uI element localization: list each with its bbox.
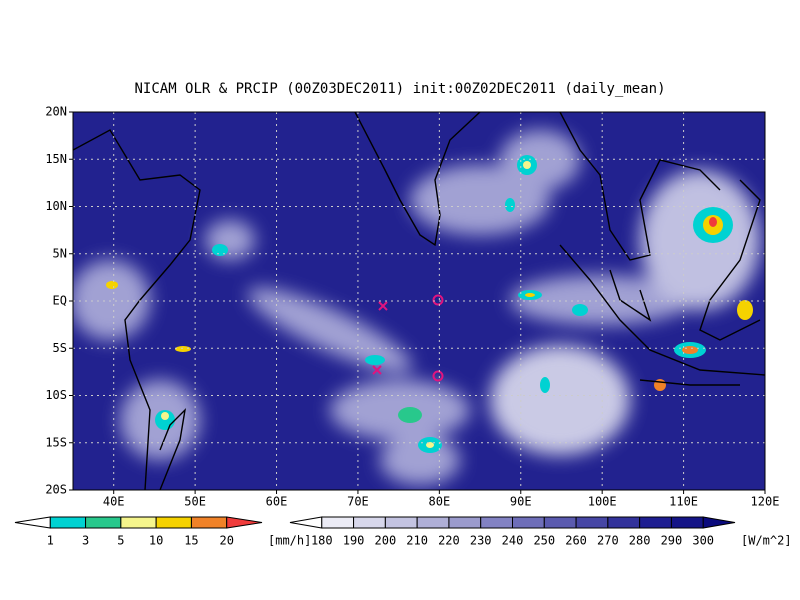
title: NICAM OLR & PRCIP (00Z03DEC2011) init:00…: [134, 81, 665, 97]
colorbar-label: 180: [311, 534, 333, 548]
coastlines: [73, 112, 765, 490]
lon-label: 100E: [588, 495, 617, 509]
lat-label: 5S: [53, 341, 67, 355]
colorbar-label: 1: [47, 534, 54, 548]
grid: 20N 15N 10N 5N EQ 5S 10S 15S 20S 40E 50E 60E 70E 80E 9…: [45, 105, 779, 509]
lon-label: 60E: [266, 495, 288, 509]
colorbar-label: 190: [343, 534, 365, 548]
colorbar-box: [575, 516, 609, 529]
lat-label: 15S: [45, 435, 67, 449]
colorbar-box: [448, 516, 482, 529]
colorbar-label: 200: [375, 534, 397, 548]
colorbar-label: 5: [117, 534, 124, 548]
colorbar-box: [543, 516, 577, 529]
colorbar-arrow: [289, 516, 323, 529]
colorbar-label: 3: [82, 534, 89, 548]
colorbar-label: 290: [661, 534, 683, 548]
colorbar-label: 300: [692, 534, 714, 548]
colorbar-arrow: [14, 516, 51, 529]
colorbar-box: [639, 516, 672, 529]
precip-cells: [106, 155, 753, 453]
olr-colorbar: 180 190 200 210 220 230 240 250 260 270 280 290 300 […: [289, 516, 792, 548]
colorbar-label: 280: [629, 534, 651, 548]
lat-label: 20S: [45, 483, 67, 497]
colorbar-box: [49, 516, 87, 529]
colorbar-unit: [W/m^2]: [741, 534, 792, 548]
colorbar-box: [607, 516, 641, 529]
lon-label: 110E: [669, 495, 698, 509]
colorbar-box: [190, 516, 228, 529]
lat-label: 20N: [45, 105, 67, 119]
colorbar-arrow: [702, 516, 736, 529]
colorbar-label: 210: [406, 534, 428, 548]
colorbar-box: [480, 516, 514, 529]
lat-label: 10N: [45, 199, 67, 213]
lat-label: EQ: [53, 294, 67, 308]
lon-label: 80E: [429, 495, 451, 509]
colorbar-label: 10: [149, 534, 163, 548]
colorbar-arrow: [226, 516, 263, 529]
colorbar-box: [416, 516, 450, 529]
colorbar-box: [353, 516, 386, 529]
colorbar-box: [321, 516, 355, 529]
map-area: [73, 112, 765, 490]
map-frame: [72, 111, 766, 491]
lat-label: 5N: [53, 246, 67, 260]
colorbar-label: 270: [597, 534, 619, 548]
colorbar-box: [85, 516, 122, 529]
colorbar-unit: [mm/h]: [268, 534, 311, 548]
lon-label: 40E: [103, 495, 125, 509]
lat-label: 15N: [45, 152, 67, 166]
lon-label: 90E: [510, 495, 532, 509]
colorbar-label: 250: [533, 534, 555, 548]
colorbar-label: 260: [565, 534, 587, 548]
lon-label: 50E: [184, 495, 206, 509]
lon-label: 70E: [347, 495, 369, 509]
colorbar-label: 20: [219, 534, 233, 548]
precip-colorbar: 1 3 5 10 15 20 [mm/h]: [14, 516, 311, 548]
lat-label: 10S: [45, 388, 67, 402]
markers: [372, 294, 444, 382]
colorbar-label: 230: [470, 534, 492, 548]
colorbar-box: [512, 516, 545, 529]
colorbar-box: [384, 516, 418, 529]
colorbar-box: [670, 516, 704, 529]
colorbar-label: 240: [502, 534, 524, 548]
colorbar-label: 15: [184, 534, 198, 548]
colorbar-box: [155, 516, 192, 529]
lon-label: 120E: [751, 495, 780, 509]
colorbar-label: 220: [438, 534, 460, 548]
colorbar-box: [120, 516, 157, 529]
